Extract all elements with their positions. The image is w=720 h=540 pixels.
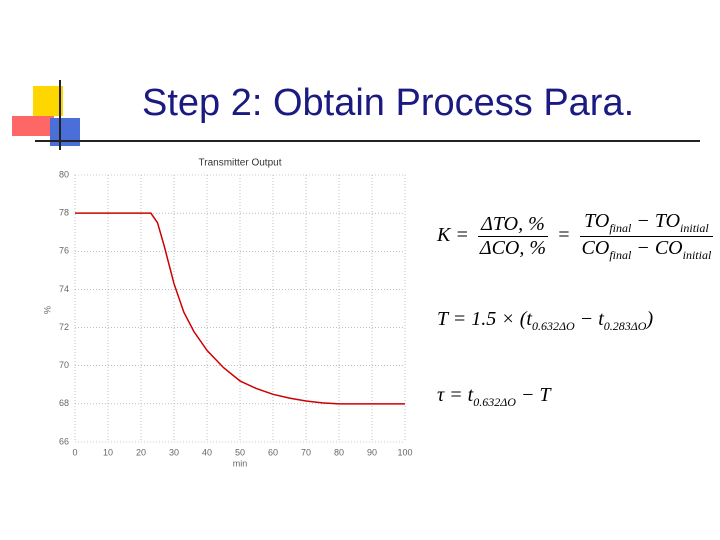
x-tick-label: 100	[397, 447, 412, 457]
x-tick-label: 60	[268, 447, 278, 457]
y-tick-label: 74	[59, 284, 69, 294]
x-tick-label: 30	[169, 447, 179, 457]
y-tick-label: 66	[59, 436, 69, 446]
eq-sub: 0.632ΔO	[473, 395, 516, 409]
x-tick-label: 90	[367, 447, 377, 457]
eq-text: ΔCO, %	[479, 237, 547, 259]
deco-square	[12, 116, 54, 136]
chart-title: Transmitter Output	[199, 158, 282, 169]
eq-sub: 0.632ΔO	[531, 319, 575, 333]
x-tick-label: 50	[235, 447, 245, 457]
y-tick-label: 68	[59, 398, 69, 408]
x-tick-label: 20	[136, 447, 146, 457]
equation: T = 1.5 × (t0.632ΔO − t0.283ΔO)	[437, 308, 653, 334]
eq-text: CO	[581, 237, 610, 259]
eq-text: ΔTO, %	[477, 213, 549, 237]
y-tick-label: 80	[59, 169, 69, 179]
eq-text: =	[557, 224, 571, 247]
eq-sub: final	[609, 248, 632, 262]
eq-text: − T	[515, 384, 551, 406]
fraction: ΔTO, % ΔCO, %	[477, 213, 549, 260]
x-tick-label: 40	[202, 447, 212, 457]
eq-sub: final	[609, 221, 632, 235]
eq-text: )	[646, 308, 654, 330]
deco-square	[33, 86, 63, 116]
y-tick-label: 72	[59, 322, 69, 332]
fraction: TOfinal − TOinitial COfinal − COinitial	[579, 210, 714, 263]
eq-text: K =	[437, 224, 469, 247]
y-tick-label: 78	[59, 208, 69, 218]
eq-text: t	[526, 308, 532, 330]
x-axis-label: min	[233, 458, 248, 468]
eq-text: − t	[574, 308, 604, 330]
fraction-den: COfinal − COinitial	[580, 237, 714, 263]
x-tick-label: 0	[72, 447, 77, 457]
x-tick-label: 10	[103, 447, 113, 457]
eq-text: − TO	[631, 210, 681, 232]
eq-text: TO	[584, 210, 610, 232]
equation: K = ΔTO, % ΔCO, % = TOfinal − TOinitial CO…	[437, 210, 717, 263]
data-line	[75, 212, 405, 405]
y-axis-label: %	[42, 306, 52, 314]
eq-text: T = 1.5 × (	[437, 308, 527, 330]
eq-text: − CO	[631, 237, 683, 259]
eq-sub: initial	[682, 248, 712, 262]
eq-text: τ = t	[437, 384, 474, 406]
eq-sub: 0.283ΔO	[603, 319, 647, 333]
slide-title: Step 2: Obtain Process Para.	[142, 82, 635, 124]
x-tick-label: 80	[334, 447, 344, 457]
fraction-num: TOfinal − TOinitial	[579, 210, 714, 237]
equation: τ = t0.632ΔO − T	[437, 384, 551, 410]
eq-sub: initial	[680, 221, 709, 235]
y-tick-label: 76	[59, 246, 69, 256]
y-tick-label: 70	[59, 360, 69, 370]
x-tick-label: 70	[301, 447, 311, 457]
